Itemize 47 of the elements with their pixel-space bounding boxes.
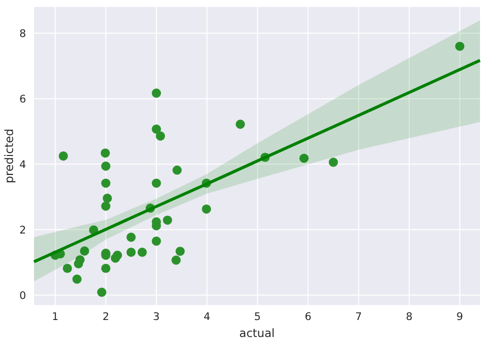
point xyxy=(72,274,82,284)
point xyxy=(171,256,181,265)
point xyxy=(102,194,112,203)
y-tick-label: 4 xyxy=(19,158,26,171)
point xyxy=(328,158,338,167)
point xyxy=(152,178,161,188)
y-axis-title: predicted xyxy=(2,128,16,184)
point xyxy=(97,288,106,297)
line-series xyxy=(32,58,482,264)
point xyxy=(112,250,122,260)
point xyxy=(176,246,185,256)
point xyxy=(101,178,110,188)
point xyxy=(58,151,68,161)
point xyxy=(162,216,172,225)
x-tick-label: 9 xyxy=(456,311,464,323)
point xyxy=(126,248,136,257)
y-tick-label: 8 xyxy=(19,28,26,40)
point xyxy=(152,236,161,246)
point xyxy=(101,202,110,211)
point xyxy=(62,264,72,273)
point xyxy=(202,204,212,214)
point xyxy=(75,255,85,264)
point xyxy=(100,148,110,158)
point xyxy=(152,124,161,134)
point xyxy=(138,248,147,257)
point xyxy=(152,88,161,98)
point xyxy=(172,165,182,175)
point xyxy=(101,162,110,171)
point xyxy=(236,120,245,129)
point xyxy=(455,42,464,51)
point xyxy=(101,264,110,273)
x-tick-label: 5 xyxy=(254,311,261,323)
point xyxy=(126,232,136,242)
point xyxy=(80,246,90,256)
x-tick-label: 7 xyxy=(355,311,362,323)
x-tick-label: 3 xyxy=(153,311,160,323)
y-tick-label: 6 xyxy=(19,93,26,106)
x-tick-label: 8 xyxy=(406,311,413,323)
x-axis-title: actual xyxy=(239,326,275,340)
y-tick-label: 0 xyxy=(19,290,26,302)
x-tick-label: 2 xyxy=(102,311,110,323)
y-tick-label: 2 xyxy=(19,224,26,236)
x-tick-label: 6 xyxy=(304,311,312,323)
x-tick-label: 1 xyxy=(52,311,59,323)
point xyxy=(156,131,166,141)
point xyxy=(299,154,309,163)
x-tick-label: 4 xyxy=(204,311,211,323)
